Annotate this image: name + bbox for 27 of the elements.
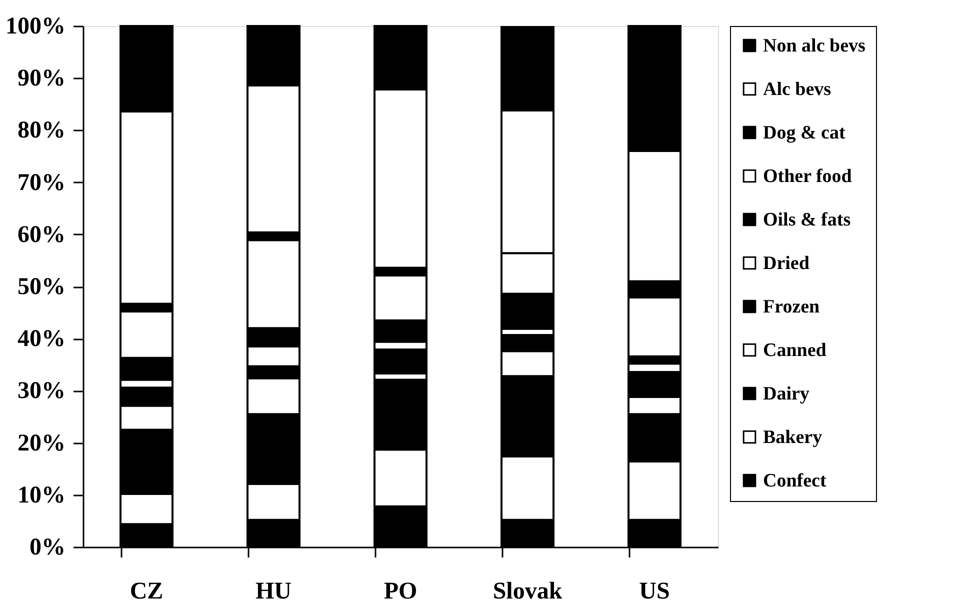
y-tick-label: 70% <box>18 170 66 196</box>
legend-label: Dried <box>763 253 810 274</box>
legend-label: Dairy <box>763 384 810 404</box>
y-tick-label: 60% <box>18 222 66 248</box>
x-tick-label: Slovak <box>492 578 563 601</box>
x-tick-label: HU <box>256 578 292 601</box>
x-tick-label: PO <box>384 578 418 601</box>
legend-label: Dog & cat <box>763 122 846 144</box>
y-tick-label: 90% <box>18 66 66 92</box>
y-tick-label: 10% <box>18 482 66 508</box>
y-tick-label: 30% <box>18 378 66 404</box>
legend-label: Alc bevs <box>763 79 832 100</box>
legend-label: Bakery <box>763 427 823 448</box>
x-tick-label: CZ <box>130 578 164 601</box>
x-tick-label: US <box>639 578 670 601</box>
y-tick-label: 20% <box>18 430 66 456</box>
legend-label: Frozen <box>763 296 820 318</box>
y-tick-label: 40% <box>18 326 66 352</box>
legend-label: Canned <box>763 340 827 361</box>
legend-label: Other food <box>763 166 852 187</box>
legend-label: Non alc bevs <box>763 36 866 56</box>
y-tick-label: 0% <box>30 534 66 560</box>
legend-label: Confect <box>763 470 827 492</box>
y-tick-label: 80% <box>18 118 66 144</box>
y-tick-label: 50% <box>18 274 66 300</box>
legend-label: Oils & fats <box>763 210 851 230</box>
y-tick-label: 100% <box>6 14 66 40</box>
